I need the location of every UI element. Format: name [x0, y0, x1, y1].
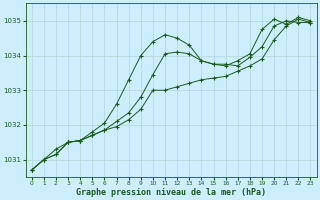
X-axis label: Graphe pression niveau de la mer (hPa): Graphe pression niveau de la mer (hPa): [76, 188, 266, 197]
